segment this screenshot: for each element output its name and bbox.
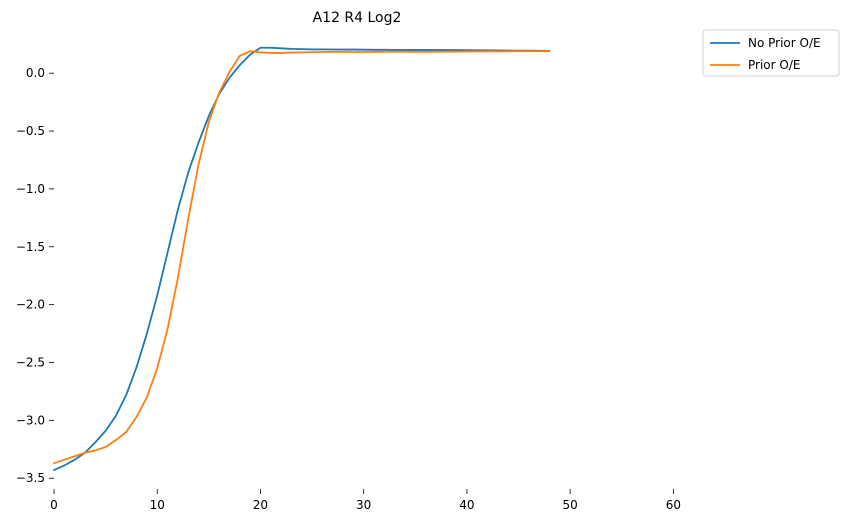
x-axis: 0 10 20 30 40 50 60 (50, 489, 681, 512)
y-tick-label: −2.5 (16, 355, 45, 369)
x-tick-label: 10 (150, 498, 165, 512)
x-tick-label: 40 (459, 498, 474, 512)
x-tick-label: 0 (50, 498, 58, 512)
y-tick-label: −3.5 (16, 471, 45, 485)
legend-label-no-prior: No Prior O/E (748, 36, 821, 50)
x-tick-label: 50 (562, 498, 577, 512)
chart-title: A12 R4 Log2 (313, 10, 402, 26)
x-tick-label: 20 (253, 498, 268, 512)
legend: No Prior O/E Prior O/E (702, 29, 840, 77)
y-tick-label: −2.0 (16, 298, 45, 312)
series-line-0 (53, 46, 551, 472)
legend-label-prior: Prior O/E (748, 58, 800, 72)
y-tick-label: −1.5 (16, 240, 45, 254)
y-axis: −3.5 −3.0 −2.5 −2.0 −1.5 −1.0 −0.5 0.0 (16, 66, 54, 485)
plot-lines (53, 46, 551, 472)
series-line-1 (53, 50, 551, 465)
y-tick-label: −0.5 (16, 124, 45, 138)
y-tick-label: 0.0 (26, 66, 45, 80)
x-tick-label: 60 (666, 498, 681, 512)
y-tick-label: −1.0 (16, 182, 45, 196)
x-tick-label: 30 (356, 498, 371, 512)
y-tick-label: −3.0 (16, 413, 45, 427)
